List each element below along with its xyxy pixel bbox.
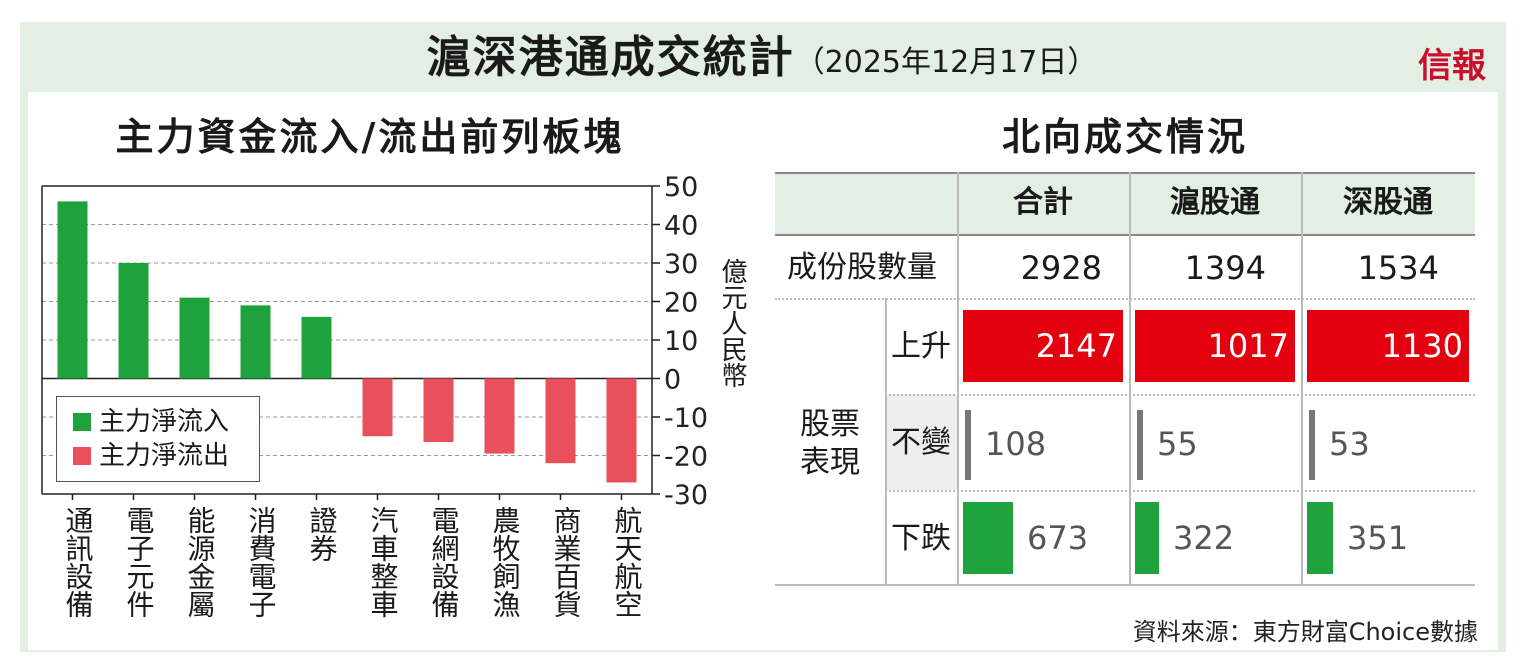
bar-9 — [545, 378, 576, 464]
category-label: 通訊設備 — [61, 506, 95, 618]
fall-bar — [1135, 502, 1159, 574]
category-label: 商業百貨 — [549, 506, 583, 618]
category-label: 能源金屬 — [183, 506, 217, 618]
legend-swatch-outflow — [73, 447, 91, 465]
category-label: 證券 — [305, 506, 339, 562]
constituents-label: 成份股數量 — [787, 250, 937, 285]
legend-outflow: 主力淨流出 — [73, 441, 229, 471]
fall-bar — [963, 502, 1013, 574]
rise-value: 1017 — [1207, 327, 1289, 365]
flat-value: 53 — [1329, 425, 1370, 463]
fall-bar — [1307, 502, 1333, 574]
data-source: 資料來源：東方財富Choice數據 — [1132, 618, 1478, 646]
col-header-shenzhen: 深股通 — [1343, 185, 1433, 220]
fall-value: 351 — [1347, 519, 1409, 557]
y-tick-label: -30 — [664, 480, 708, 511]
category-label: 消費電子 — [244, 506, 278, 618]
flat-value: 108 — [985, 425, 1047, 463]
constituents-shanghai: 1394 — [1184, 249, 1266, 287]
y-axis-unit: 億元人民幣 — [717, 258, 747, 388]
flat-value: 55 — [1157, 425, 1198, 463]
rise-bar — [1135, 310, 1295, 382]
y-tick-label: 0 — [664, 365, 681, 396]
bar-10 — [606, 378, 637, 483]
page-title: 滬深港通成交統計（2025年12月17日） — [426, 32, 1098, 83]
legend-inflow: 主力淨流入 — [73, 407, 229, 437]
bar-8 — [484, 378, 515, 454]
legend-swatch-inflow — [73, 413, 91, 431]
constituents-total: 2928 — [1020, 249, 1102, 287]
y-tick-label: 30 — [664, 249, 698, 280]
category-label: 汽車整車 — [366, 506, 400, 618]
row-label-rise: 上升 — [891, 329, 951, 364]
row-label-fall: 下跌 — [891, 521, 951, 556]
bar-7 — [423, 378, 454, 443]
flat-bar — [1137, 410, 1143, 480]
chart-title: 主力資金流入/流出前列板塊 — [115, 115, 625, 159]
bar-3 — [179, 297, 210, 379]
flat-row-label-bg — [885, 394, 957, 490]
bar-6 — [362, 378, 393, 437]
bar-2 — [118, 263, 149, 379]
row-label-flat: 不變 — [891, 425, 951, 460]
rise-bar — [963, 310, 1123, 382]
category-label: 電子元件 — [122, 506, 156, 618]
y-tick-label: 40 — [664, 211, 698, 242]
constituents-shenzhen: 1534 — [1357, 249, 1439, 287]
category-label: 航天航空 — [610, 506, 644, 618]
category-label: 電網設備 — [427, 506, 461, 618]
category-label: 農牧飼漁 — [488, 506, 522, 618]
col-header-total: 合計 — [1013, 185, 1073, 220]
table-header-band — [775, 172, 1475, 234]
fall-value: 322 — [1173, 519, 1235, 557]
fall-value: 673 — [1027, 519, 1089, 557]
brand-logo: 信報 — [1418, 46, 1486, 86]
table-title: 北向成交情況 — [1001, 115, 1248, 159]
rise-value: 1130 — [1381, 327, 1463, 365]
y-tick-label: 20 — [664, 288, 698, 319]
flat-bar — [1309, 410, 1315, 480]
y-tick-label: 10 — [664, 326, 698, 357]
y-tick-label: 50 — [664, 172, 698, 203]
bar-4 — [240, 305, 271, 379]
flat-bar — [965, 410, 971, 480]
page-date: （2025年12月17日） — [794, 45, 1098, 80]
rise-value: 2147 — [1035, 327, 1117, 365]
bar-1 — [57, 201, 88, 379]
col-header-shanghai: 滬股通 — [1170, 185, 1260, 220]
stock-performance-label: 股票表現 — [800, 407, 860, 480]
northbound-table: 合計 滬股通 深股通 成份股數量 2928 1394 1534 股票表現 上升 … — [775, 172, 1475, 586]
y-tick-label: -10 — [664, 403, 708, 434]
rise-bar — [1307, 310, 1469, 382]
chart-legend: 主力淨流入 主力淨流出 — [56, 396, 260, 482]
y-tick-label: -20 — [664, 442, 708, 473]
bar-5 — [301, 316, 332, 379]
